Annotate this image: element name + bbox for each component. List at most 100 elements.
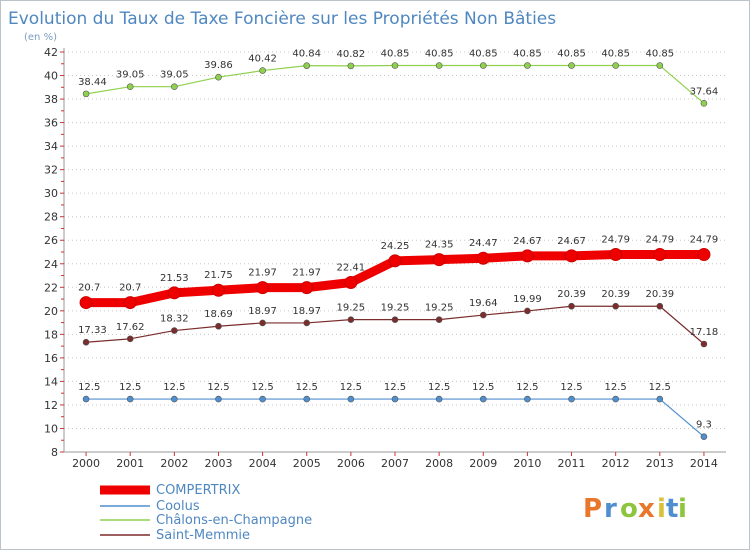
data-point [520,249,534,263]
x-tick-label: 2006 [337,457,365,470]
data-point [347,316,355,323]
data-label: 18.32 [160,314,189,325]
x-tick-label: 2011 [558,457,586,470]
data-labels: 20.7 20.7 21.53 21.75 21.97 21.97 22.41 24.25 24… [78,49,718,431]
data-label: 12.5 [163,382,185,393]
y-tick-label: 42 [44,46,58,59]
y-tick-label: 18 [44,328,58,341]
data-label: 39.86 [204,60,233,71]
x-axis-ticks: 2000 2001 2002 2003 2004 2005 2006 2007 2008 2009… [72,452,718,470]
data-label: 38.44 [78,77,107,88]
data-point [215,73,222,81]
y-tick-label: 12 [44,399,58,412]
data-label: 24.47 [469,238,498,249]
data-point [524,307,531,315]
data-point [347,395,355,403]
data-label: 12.5 [605,382,627,393]
data-label: 12.5 [207,382,229,393]
data-label: 24.67 [557,236,586,247]
data-label: 19.99 [513,294,542,305]
data-label: 39.05 [160,70,189,81]
data-point [697,247,711,261]
data-label: 17.62 [116,322,145,333]
x-tick-label: 2002 [160,457,188,470]
logo-letter: o [620,494,638,524]
data-point [344,275,358,289]
data-label: 18.97 [248,306,277,317]
data-point [612,302,619,310]
data-point [656,302,664,310]
data-label: 40.85 [425,49,454,60]
data-label: 40.85 [601,49,630,60]
data-label: 24.35 [425,240,454,251]
logo-letter: r [604,494,617,524]
data-label: 12.5 [251,382,273,393]
data-label: 19.25 [425,303,454,314]
legend-label: COMPERTRIX [156,483,240,498]
data-point [476,251,490,265]
x-tick-label: 2009 [469,457,497,470]
data-label: 39.05 [116,70,145,81]
data-point [479,395,487,403]
data-point [256,281,270,295]
data-point [126,335,134,343]
y-tick-label: 16 [44,352,58,365]
x-tick-label: 2003 [204,457,232,470]
legend-label: Coolus [156,499,200,514]
data-label: 40.85 [513,49,542,60]
data-point [432,253,446,267]
legend-label: Saint-Memmie [156,528,250,543]
y-tick-label: 14 [44,375,58,388]
data-point [609,247,623,261]
data-point [303,395,311,403]
data-point [79,296,93,310]
data-point [171,327,178,334]
legend-label: Châlons-en-Champagne [156,513,312,528]
y-tick-label: 20 [44,305,58,318]
y-tick-label: 30 [44,187,58,200]
data-label: 12.5 [119,382,141,393]
data-label: 24.79 [645,234,674,245]
data-point [171,395,178,403]
data-label: 21.97 [248,268,277,279]
x-tick-label: 2014 [690,457,718,470]
data-point [388,254,402,268]
data-point [612,395,619,403]
data-label: 24.25 [381,241,410,252]
data-point [435,395,443,403]
y-tick-label: 28 [44,211,58,224]
data-label: 18.97 [292,306,321,317]
logo-letter: x [638,494,655,524]
data-point [259,319,266,327]
logo-letter: t [666,494,678,524]
x-tick-label: 2007 [381,457,409,470]
y-tick-label: 26 [44,234,58,247]
data-point [700,99,708,107]
data-point [391,395,399,403]
data-label: 19.25 [337,303,366,314]
data-point [568,302,575,310]
data-label: 40.85 [469,49,498,60]
data-point [700,340,708,348]
data-point [391,62,399,69]
data-label: 19.64 [469,298,498,309]
data-label: 37.64 [690,86,719,97]
data-label: 24.79 [601,234,630,245]
data-label: 12.5 [296,382,318,393]
data-point [259,395,266,403]
x-tick-label: 2005 [293,457,321,470]
data-label: 40.85 [645,49,674,60]
y-tick-label: 10 [44,422,58,435]
data-label: 12.5 [472,382,494,393]
data-point [524,62,531,69]
data-point [347,62,355,70]
data-label: 20.7 [78,283,100,294]
data-point [656,62,664,69]
data-point [300,281,314,295]
y-tick-label: 32 [44,164,58,177]
data-point [126,395,134,403]
logo-letter: i [657,494,666,524]
data-label: 21.75 [204,270,233,281]
data-label: 17.33 [78,325,107,336]
data-label: 40.84 [292,49,321,60]
